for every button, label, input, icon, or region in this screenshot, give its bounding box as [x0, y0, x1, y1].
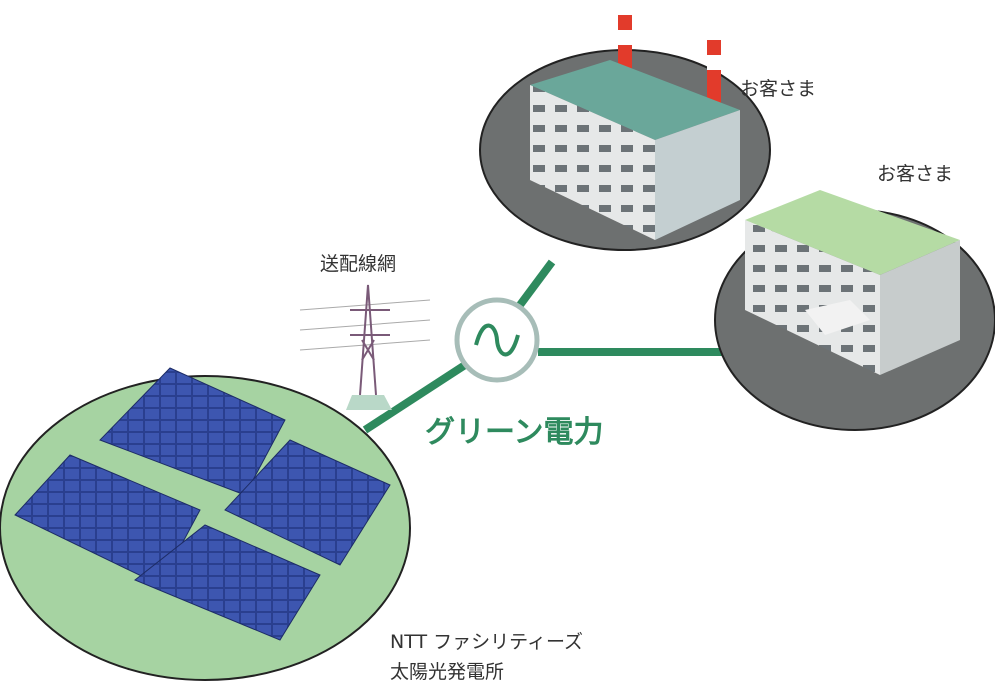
- tower: [300, 285, 430, 410]
- plant-label: NTT ファシリティーズ: [390, 631, 583, 653]
- page: {"customers":[{"label":"お客さま"},{"label":…: [0, 0, 995, 688]
- plant-label: 太陽光発電所: [390, 661, 504, 683]
- power-label: グリーン電力: [425, 415, 604, 450]
- customer-label: お客さま: [740, 78, 816, 100]
- customer-label: お客さま: [877, 163, 953, 185]
- diagram: お客さま お客さま 送配線網 グリーン電力 NTT ファシリティーズ 太陽光発電…: [0, 0, 995, 688]
- connections: [365, 262, 725, 430]
- grid-label: 送配線網: [320, 253, 396, 275]
